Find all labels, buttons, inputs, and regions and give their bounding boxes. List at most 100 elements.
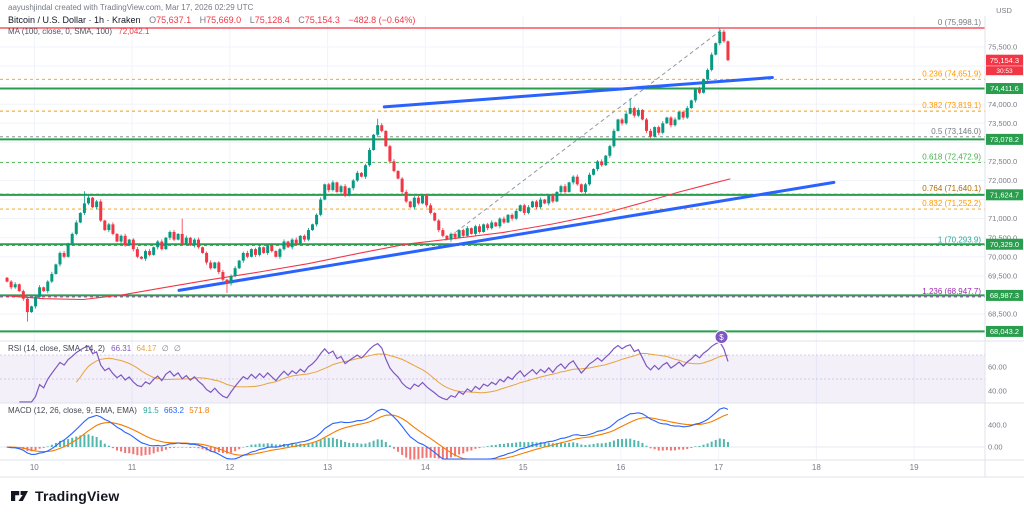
candle-body [5, 277, 9, 282]
sr-price-badge-bg [986, 189, 1023, 201]
candle-body [571, 176, 575, 183]
price-axis-label: 74,000.0 [988, 100, 1017, 109]
macd-histogram-bar [58, 440, 61, 447]
candle-body [624, 113, 628, 124]
macd-histogram-bar [152, 447, 155, 454]
ohlc-close-value: 75,154.3 [304, 15, 340, 25]
candle-body [266, 245, 270, 253]
macd-histogram-bar [645, 445, 648, 447]
macd-histogram-bar [539, 442, 542, 447]
candle-body [323, 184, 327, 200]
macd-histogram-bar [181, 447, 184, 448]
candle-body [156, 241, 160, 248]
macd-histogram-bar [612, 440, 615, 447]
macd-histogram-bar [79, 435, 82, 447]
candle-body [180, 233, 184, 244]
candle-body [196, 239, 200, 248]
macd-histogram-bar [103, 443, 106, 447]
candle-body [681, 111, 685, 118]
candle-body [270, 245, 274, 252]
axis-currency-label: USD [996, 6, 1012, 15]
sr-price-badge: 73,078.2 [990, 135, 1019, 144]
candle-body [706, 69, 710, 80]
candle-body [616, 119, 620, 131]
candle-body [441, 230, 445, 236]
candle-body [473, 226, 477, 234]
macd-histogram-bar [625, 438, 628, 447]
event-marker-icon[interactable] [714, 330, 729, 344]
candle-body [115, 233, 119, 242]
macd-histogram-bar [189, 447, 192, 448]
macd-histogram-bar [698, 445, 701, 447]
ohlc-low-label: L [249, 15, 255, 25]
macd-histogram-bar [576, 443, 579, 447]
blue-trendline[interactable] [177, 180, 836, 292]
price-axis-label: 70,500.0 [988, 233, 1017, 242]
time-axis-label: 13 [323, 463, 332, 472]
candle-body [710, 54, 714, 70]
macd-histogram-bar [686, 447, 689, 449]
price-axis-label: 71,000.0 [988, 214, 1017, 223]
macd-histogram-bar [409, 447, 412, 460]
macd-histogram-bar [568, 442, 571, 447]
candle-body [498, 218, 502, 227]
macd-histogram-bar [726, 441, 729, 447]
macd-histogram-bar [303, 444, 306, 447]
macd-histogram-bar [641, 442, 644, 447]
macd-legend[interactable]: MACD (12, 26, close, 9, EMA, EMA) 91.5 6… [8, 407, 209, 415]
macd-histogram-bar [384, 441, 387, 447]
macd-histogram-bar [225, 447, 228, 454]
candle-body [9, 281, 13, 288]
macd-line-value: 663.2 [163, 406, 185, 415]
macd-histogram-bar [718, 438, 721, 447]
macd-histogram-bar [87, 434, 90, 447]
candle-body [653, 127, 657, 137]
symbol-legend[interactable]: Bitcoin / U.S. Dollar · 1h · Kraken O75,… [8, 16, 415, 25]
rsi-legend[interactable]: RSI (14, close, SMA, 14, 2) 66.31 64.17 … [8, 345, 181, 353]
candle-body [201, 247, 205, 253]
macd-histogram-bar [486, 446, 489, 447]
fib-level-label: 1.236 (68,947.7) [922, 287, 981, 296]
candle-body [282, 241, 286, 250]
candle-body [359, 172, 363, 177]
macd-histogram-bar [287, 444, 290, 447]
sr-price-badge-bg [986, 133, 1023, 145]
macd-histogram-value: 91.5 [143, 406, 159, 415]
macd-histogram-bar [111, 447, 114, 449]
candle-body [58, 252, 62, 265]
macd-histogram-bar [462, 447, 465, 454]
macd-histogram-bar [376, 439, 379, 447]
candle-body [657, 127, 661, 133]
blue-trendline[interactable] [382, 76, 774, 109]
candle-body [465, 228, 469, 236]
candle-body [645, 119, 649, 131]
macd-histogram-bar [209, 447, 212, 452]
macd-histogram-bar [132, 447, 135, 455]
time-axis-label: 19 [910, 463, 919, 472]
macd-histogram-bar [523, 442, 526, 447]
macd-histogram-bar [344, 441, 347, 447]
price-axis-label: 69,500.0 [988, 271, 1017, 280]
candle-body [628, 108, 632, 114]
macd-histogram-bar [388, 445, 391, 447]
tradingview-logo[interactable]: TradingView [10, 486, 119, 505]
macd-histogram-bar [116, 447, 119, 451]
candle-body [335, 182, 339, 192]
candle-body [249, 249, 253, 257]
ma-100-line [4, 178, 731, 301]
countdown-badge-bg [986, 66, 1023, 76]
macd-histogram-bar [710, 441, 713, 447]
macd-histogram-bar [555, 443, 558, 447]
macd-histogram-bar [405, 447, 408, 458]
price-axis-label: 72,500.0 [988, 157, 1017, 166]
macd-histogram-bar [136, 447, 139, 456]
time-axis-layer[interactable]: 10 11 12 13 14 15 16 17 18 19 [30, 463, 919, 472]
axis-layer[interactable]: USD 75,500.0 74,000.0 73,500.0 72,500.0 72,00… [986, 6, 1023, 452]
sr-price-badge: 68,043.2 [990, 327, 1019, 336]
ma-legend[interactable]: MA (100, close, 0, SMA, 100) 72,042.1 [8, 28, 149, 36]
candle-body [563, 186, 567, 192]
fib-level-label: 1 (70,293.9) [938, 236, 981, 245]
candle-body [604, 155, 608, 166]
candle-body [66, 243, 70, 257]
